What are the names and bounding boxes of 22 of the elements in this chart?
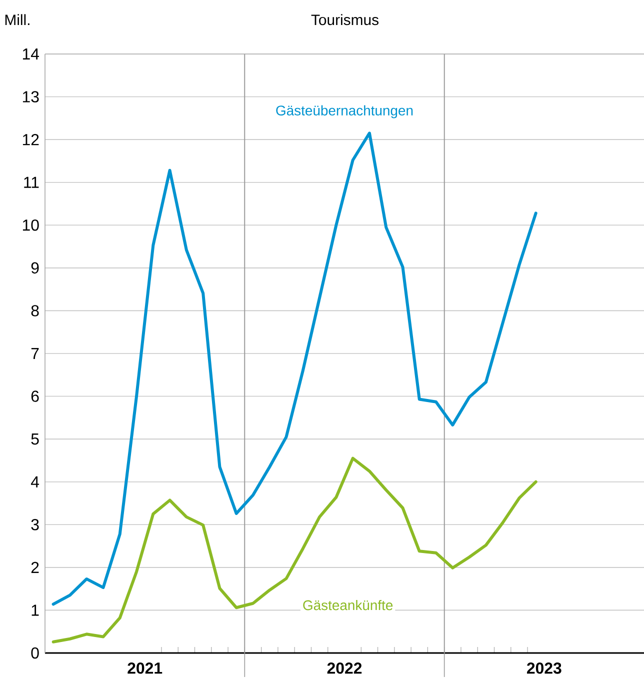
y-tick-label: 7 <box>31 348 39 359</box>
y-tick-label: 4 <box>30 476 40 488</box>
y-tick-label: 1 <box>32 604 39 616</box>
chart-title: Tourismus <box>311 14 378 26</box>
x-tick-label: 2021 <box>128 662 162 674</box>
y-tick-label: 10 <box>22 219 39 231</box>
y-tick-label: 14 <box>22 48 40 60</box>
y-tick-label: 5 <box>31 434 39 445</box>
x-tick-label: 2022 <box>327 662 362 674</box>
y-tick-label: 12 <box>22 134 39 146</box>
y-tick-label: 3 <box>31 518 39 530</box>
text: Gästeübernachtungen <box>276 105 413 118</box>
x-tick-label: 2023 <box>526 662 562 674</box>
y-axis-title: Mill. <box>5 14 30 25</box>
y-tick-label: 2 <box>31 562 39 573</box>
y-tick-label: 6 <box>31 390 39 402</box>
y-tick-label: 8 <box>31 305 39 316</box>
y-tick-label: 0 <box>31 647 39 659</box>
y-tick-label: 11 <box>24 176 39 188</box>
y-tick-label: 13 <box>22 91 39 102</box>
y-tick-label: 9 <box>31 262 39 274</box>
series-label: Gästeankünfte <box>303 600 393 610</box>
